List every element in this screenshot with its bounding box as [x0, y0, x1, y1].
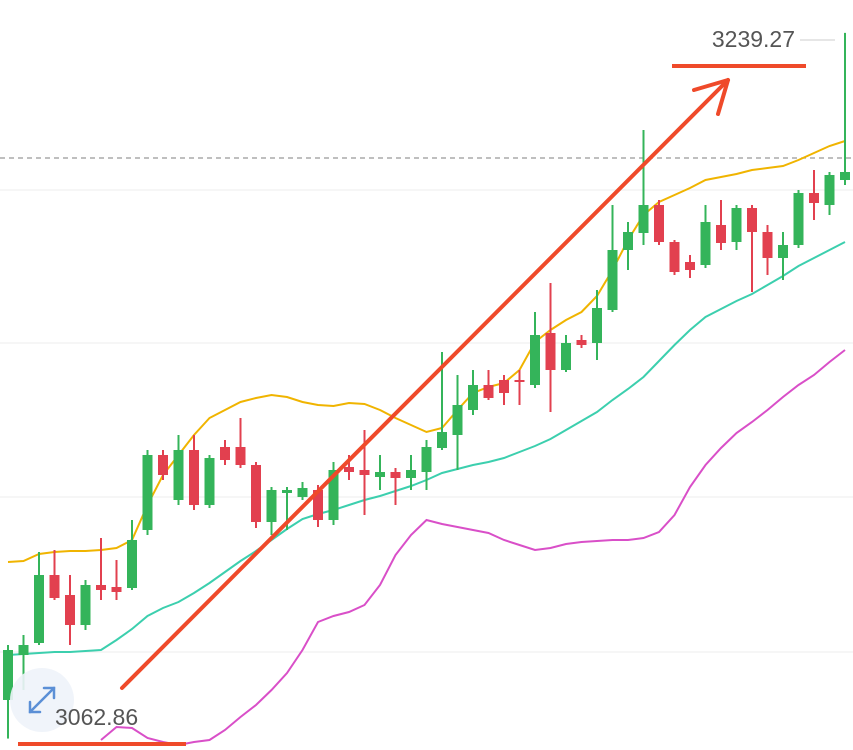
trend-arrow: [120, 78, 730, 690]
candle-body: [809, 193, 819, 203]
candle-body: [669, 242, 680, 272]
candle-body: [778, 245, 788, 258]
candle-body: [65, 595, 75, 625]
candle-body: [716, 225, 726, 243]
candle-body: [158, 455, 168, 475]
candle-body: [421, 447, 432, 472]
candle-body: [793, 193, 804, 245]
candle-body: [359, 470, 370, 475]
moving-average-line: [100, 349, 846, 747]
icon-stroke: [28, 700, 42, 714]
candle-body: [824, 175, 835, 205]
candle-body: [235, 447, 246, 465]
candle-body: [437, 432, 447, 448]
candle-body: [654, 205, 664, 242]
candle-body: [204, 458, 215, 505]
candle-body: [328, 470, 339, 520]
candle-body: [514, 380, 525, 382]
expand-icon: [28, 686, 56, 714]
candle-body: [685, 262, 695, 270]
plot: [0, 32, 853, 747]
high-label: 3239.27: [712, 26, 795, 52]
candle-body: [313, 490, 323, 520]
candle-body: [545, 333, 556, 370]
candle-body: [747, 208, 757, 232]
candle-body: [344, 467, 354, 472]
arrow-shaft: [120, 78, 730, 690]
candle-body: [840, 172, 850, 180]
icon-stroke: [42, 686, 56, 700]
candle-body: [80, 585, 91, 625]
candle-body: [49, 575, 60, 598]
candle-body: [638, 205, 649, 233]
candle-body: [282, 490, 292, 493]
candle-body: [406, 470, 416, 478]
candle-body: [700, 222, 711, 265]
candle-body: [607, 250, 618, 310]
candle-body: [452, 405, 463, 435]
candle-body: [173, 450, 184, 500]
candle-body: [390, 472, 401, 478]
candle-body: [576, 340, 587, 345]
candle-body: [530, 335, 540, 385]
candle-body: [111, 587, 122, 592]
candle-body: [127, 540, 137, 588]
moving-average-line: [7, 140, 846, 563]
icon-stroke: [28, 686, 56, 714]
grid: [0, 189, 853, 653]
candle-body: [499, 380, 509, 393]
candle-body: [561, 343, 571, 370]
candle-body: [468, 385, 478, 410]
candle-body: [34, 575, 44, 643]
candle-body: [762, 232, 773, 258]
candle-body: [731, 208, 742, 242]
arrow-head: [692, 78, 730, 116]
candle-body: [623, 232, 633, 250]
candle-body: [592, 308, 602, 343]
candle-body: [3, 650, 13, 700]
candle-body: [189, 450, 199, 505]
candle-body: [18, 645, 29, 655]
candle-body: [220, 447, 230, 460]
candle-body: [142, 455, 153, 530]
candle-body: [483, 385, 494, 398]
candle-body: [266, 490, 277, 522]
candle-body: [96, 585, 106, 590]
candle-body: [297, 488, 308, 497]
low-label: 3062.86: [55, 704, 138, 730]
candle-body: [375, 472, 385, 477]
candle-body: [251, 465, 261, 522]
